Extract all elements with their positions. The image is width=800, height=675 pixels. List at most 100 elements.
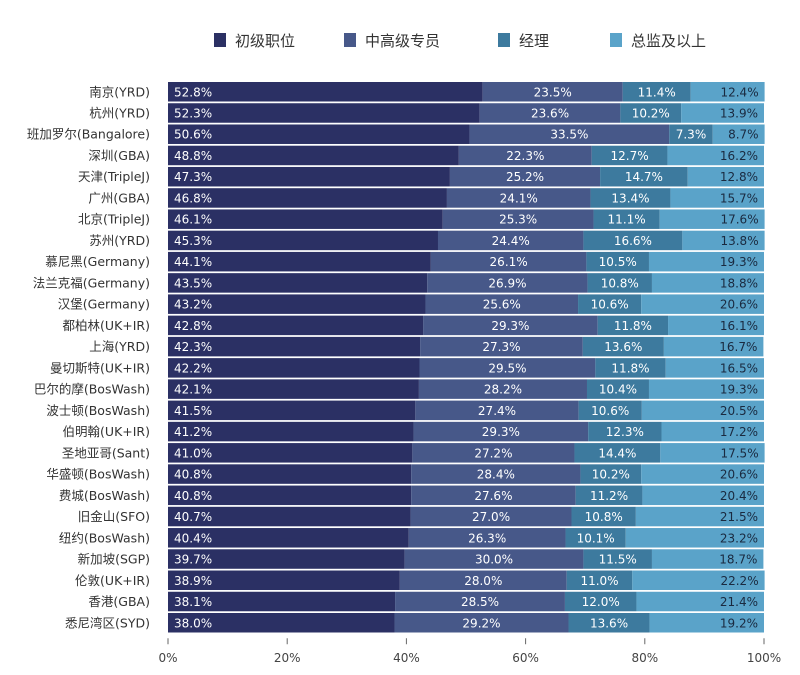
bar-segment [425, 294, 579, 314]
bar-segment [648, 379, 764, 399]
data-label: 38.1% [174, 595, 212, 609]
data-label: 27.0% [472, 510, 510, 524]
data-label: 23.2% [720, 531, 758, 545]
category-label: 新加坡(SGP) [78, 552, 150, 567]
category-label: 苏州(YRD) [89, 233, 150, 248]
category-label: 汉堡(Germany) [58, 297, 150, 312]
bar-segment [651, 549, 764, 569]
bar-row: 45.3% 24.4% 16.6% 13.8% [168, 230, 765, 251]
bar-segment [651, 273, 764, 293]
bar-segment [649, 613, 764, 633]
bar-segment [580, 464, 642, 484]
bar-segment [413, 421, 589, 442]
category-label: 巴尔的摩(BosWash) [34, 382, 150, 397]
category-label: 杭州(YRD) [89, 105, 150, 120]
bar-segment [168, 230, 438, 251]
bar-segment [564, 591, 637, 612]
data-label: 22.3% [506, 149, 544, 163]
category-label: 圣地亚哥(Sant) [62, 445, 150, 460]
bar-segment [168, 103, 480, 123]
bar-row: 40.8% 28.4% 10.2% 20.6% [168, 464, 764, 484]
bar-segment [663, 336, 764, 357]
bar-segment [586, 379, 649, 399]
data-label: 17.5% [720, 446, 758, 460]
bar-segment [482, 82, 623, 102]
data-label: 18.8% [720, 276, 758, 290]
bar-segment [583, 230, 683, 251]
bar-segment [586, 251, 649, 272]
data-label: 38.9% [174, 574, 212, 588]
bar-segment [394, 613, 569, 633]
bar-segment [446, 188, 591, 208]
bar-segment [712, 124, 765, 144]
bar-segment [469, 124, 670, 144]
data-label: 47.3% [174, 170, 212, 184]
data-label: 27.3% [482, 340, 520, 354]
bar-segment [168, 570, 400, 591]
bar-row: 46.1% 25.3% 11.1% 17.6% [168, 209, 765, 229]
data-label: 10.4% [599, 383, 637, 397]
bar-segment [597, 315, 669, 336]
x-tick-label: 0% [158, 651, 177, 665]
data-label: 24.4% [492, 234, 530, 248]
data-label: 26.3% [468, 531, 506, 545]
category-label: 广州(GBA) [88, 190, 150, 205]
bar-segment [632, 570, 765, 591]
data-label: 11.5% [599, 553, 637, 567]
data-label: 40.8% [174, 468, 212, 482]
bar-row: 40.4% 26.3% 10.1% 23.2% [168, 528, 764, 548]
data-label: 25.2% [506, 170, 544, 184]
bar-segment [410, 506, 572, 527]
data-label: 29.3% [491, 319, 529, 333]
data-label: 41.2% [174, 425, 212, 439]
bar-segment [687, 166, 764, 187]
legend-swatch [498, 33, 510, 47]
bar-segment [168, 421, 414, 442]
data-label: 25.6% [483, 298, 521, 312]
data-label: 12.3% [606, 425, 644, 439]
data-label: 10.2% [592, 468, 630, 482]
bars: 52.8% 23.5% 11.4% 12.4% 52.3% 23.6% 10.2% 13.9%… [168, 82, 765, 633]
data-label: 20.6% [720, 298, 758, 312]
category-label: 曼切斯特(UK+IR) [50, 360, 150, 375]
data-label: 27.4% [478, 404, 516, 418]
bar-segment [600, 166, 688, 187]
bar-segment [641, 464, 764, 484]
data-label: 43.2% [174, 298, 212, 312]
bar-segment [168, 591, 396, 612]
bar-segment [168, 315, 424, 336]
bar-row: 41.0% 27.2% 14.4% 17.5% [168, 443, 765, 463]
data-label: 29.3% [482, 425, 520, 439]
data-label: 48.8% [174, 149, 212, 163]
data-label: 28.4% [477, 468, 515, 482]
category-label: 伦敦(UK+IR) [75, 573, 150, 588]
category-label: 慕尼黑(Germany) [45, 254, 150, 269]
data-label: 13.6% [590, 616, 628, 630]
data-label: 16.7% [719, 340, 757, 354]
category-label: 北京(TripleJ) [78, 212, 150, 227]
data-label: 25.3% [499, 213, 537, 227]
bar-segment [582, 336, 664, 357]
data-label: 27.2% [474, 446, 512, 460]
bar-segment [168, 209, 443, 229]
legend-label: 初级职位 [235, 32, 295, 50]
bar-segment [591, 145, 668, 166]
bar-row: 38.0% 29.2% 13.6% 19.2% [168, 613, 764, 633]
category-label: 上海(YRD) [89, 339, 150, 354]
bar-segment [418, 379, 587, 399]
bar-segment [648, 251, 764, 272]
legend: 初级职位 中高级专员 经理 总监及以上 [214, 32, 706, 50]
bar-segment [168, 294, 426, 314]
data-label: 41.5% [174, 404, 212, 418]
bar-segment [168, 82, 483, 102]
data-label: 11.8% [611, 361, 649, 375]
bar-row: 47.3% 25.2% 14.7% 12.8% [168, 166, 764, 187]
x-axis: 0% 20% 40% 60% 80% 100% [158, 638, 781, 665]
data-label: 14.4% [598, 446, 636, 460]
bar-row: 42.1% 28.2% 10.4% 19.3% [168, 379, 764, 399]
category-label: 波士顿(BosWash) [46, 403, 150, 418]
legend-item: 经理 [498, 32, 549, 50]
bar-segment [419, 358, 596, 378]
bar-segment [681, 103, 764, 123]
